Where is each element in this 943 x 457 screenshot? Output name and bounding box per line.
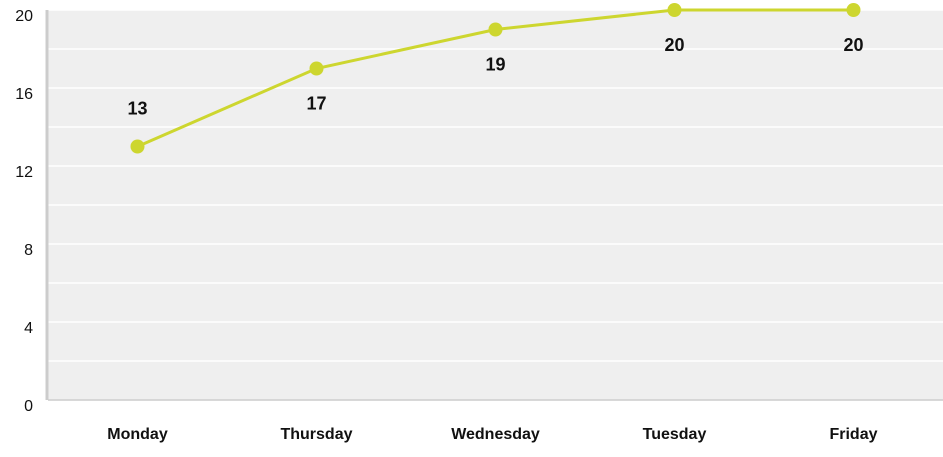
x-tick-label: Monday: [107, 426, 168, 443]
value-label: 13: [127, 98, 147, 118]
point: [488, 22, 503, 37]
y-tick-label: 20: [15, 8, 33, 25]
point: [309, 61, 324, 76]
y-tick-label: 8: [24, 242, 33, 259]
x-tick-label: Thursday: [280, 426, 352, 443]
point: [846, 3, 861, 17]
value-label: 20: [843, 35, 863, 55]
point: [130, 139, 145, 154]
x-tick-label: Wednesday: [451, 426, 540, 443]
value-label: 17: [306, 93, 326, 113]
y-tick-label: 0: [24, 398, 33, 415]
value-label: 19: [485, 54, 505, 74]
y-tick-label: 4: [24, 320, 33, 337]
point: [667, 3, 682, 17]
y-tick-label: 16: [15, 86, 33, 103]
x-tick-label: Friday: [829, 426, 877, 443]
y-tick-label: 12: [15, 164, 33, 181]
value-label: 20: [664, 35, 684, 55]
x-tick-label: Tuesday: [643, 426, 707, 443]
